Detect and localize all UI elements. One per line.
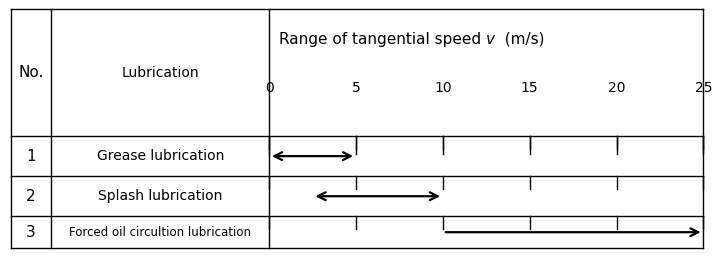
Text: Grease lubrication: Grease lubrication: [97, 149, 224, 163]
Text: v: v: [486, 32, 496, 47]
Text: 1: 1: [26, 149, 36, 164]
Text: 3: 3: [26, 225, 36, 240]
Text: Range of tangential speed: Range of tangential speed: [279, 32, 486, 47]
Text: Splash lubrication: Splash lubrication: [98, 189, 222, 203]
Text: 2: 2: [26, 189, 36, 204]
Text: 0: 0: [265, 81, 273, 95]
Text: Lubrication: Lubrication: [121, 66, 199, 80]
Text: 25: 25: [695, 81, 712, 95]
Text: 10: 10: [434, 81, 451, 95]
Text: (m/s): (m/s): [495, 32, 545, 47]
Text: Forced oil circultion lubrication: Forced oil circultion lubrication: [69, 226, 251, 239]
Text: 15: 15: [521, 81, 538, 95]
Text: 20: 20: [608, 81, 625, 95]
Text: No.: No.: [19, 65, 43, 80]
Text: 5: 5: [352, 81, 360, 95]
